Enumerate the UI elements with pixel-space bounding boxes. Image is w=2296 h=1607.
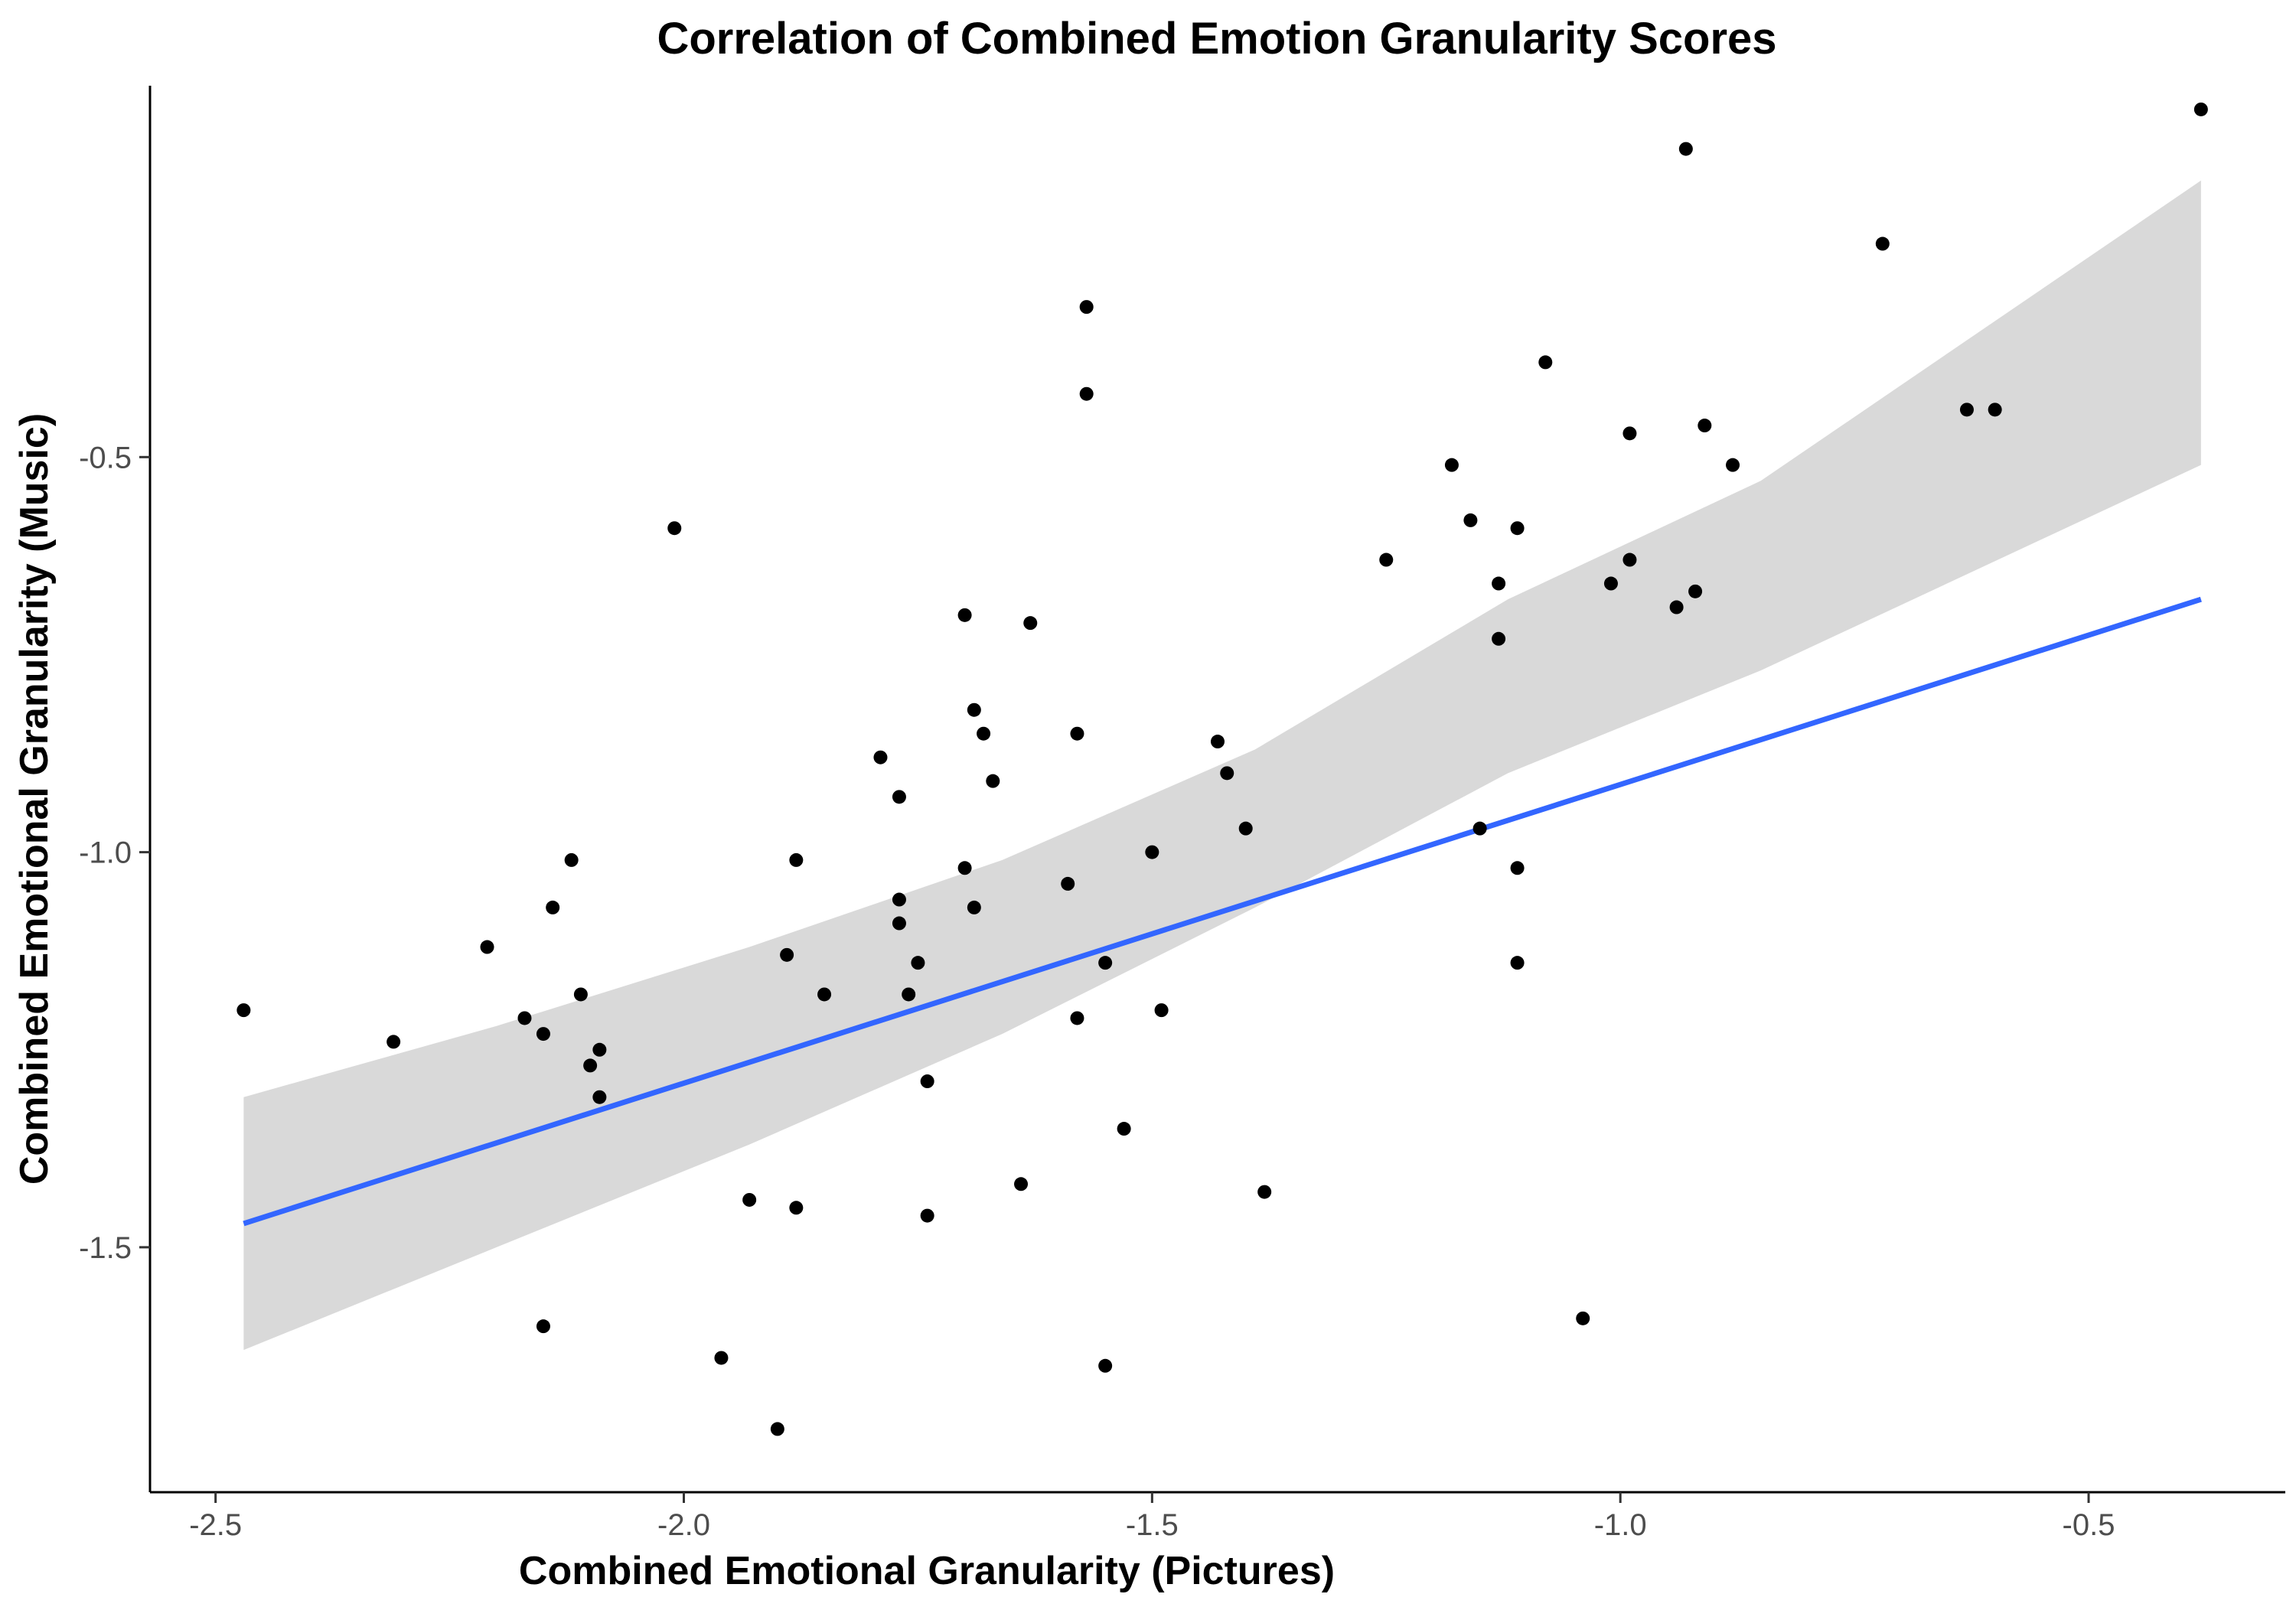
data-point [1492, 576, 1506, 591]
data-point [592, 1090, 607, 1104]
data-point [546, 900, 560, 914]
data-point [892, 916, 906, 931]
data-point [920, 1074, 934, 1089]
data-point [1726, 458, 1740, 472]
data-point [667, 521, 682, 536]
data-point [1988, 403, 2002, 417]
data-points-layer [236, 102, 2208, 1436]
data-point [1678, 142, 1693, 156]
data-point [780, 947, 794, 962]
data-point [2193, 102, 2208, 116]
data-point [1510, 956, 1525, 970]
data-point [1875, 236, 1890, 251]
x-tick-label: -2.5 [189, 1508, 242, 1542]
data-point [920, 1208, 934, 1223]
data-point [536, 1027, 550, 1041]
fit-line [243, 596, 2202, 1227]
data-point [789, 852, 804, 867]
data-point [1154, 1003, 1169, 1018]
data-point [967, 900, 981, 914]
data-point [480, 940, 494, 954]
data-point [1473, 821, 1487, 836]
data-point [1463, 513, 1478, 527]
data-point [1145, 845, 1159, 859]
data-point [1023, 616, 1038, 631]
data-point [1257, 1185, 1272, 1199]
data-point [236, 1003, 251, 1018]
data-point [1098, 1358, 1113, 1373]
data-point [592, 1042, 607, 1057]
data-point [1688, 584, 1703, 598]
data-point [1098, 956, 1113, 970]
data-point [1444, 458, 1459, 472]
data-point [977, 726, 991, 741]
x-tick-label: -1.5 [1126, 1508, 1179, 1542]
data-point [1510, 521, 1525, 536]
data-point [1669, 600, 1684, 614]
data-point [1623, 553, 1637, 567]
axes-layer: -2.5 -2.0 -1.5 -1.0 -0.5 -1.5 -1.0 -0.5 [79, 86, 2285, 1542]
data-point [1238, 821, 1253, 836]
data-point [902, 987, 916, 1002]
data-point [892, 790, 906, 804]
fit-line-layer [243, 596, 2202, 1227]
chart-title: Correlation of Combined Emotion Granular… [657, 14, 1776, 64]
data-point [817, 987, 832, 1002]
data-point [1623, 426, 1637, 441]
data-point [957, 608, 972, 622]
data-point [911, 956, 925, 970]
x-tick-label: -2.0 [657, 1508, 710, 1542]
data-point [1070, 1011, 1084, 1025]
confidence-band-layer [243, 180, 2201, 1351]
data-point [714, 1351, 729, 1365]
data-point [1014, 1177, 1029, 1191]
data-point [967, 702, 981, 717]
data-point [986, 774, 1000, 788]
data-point [1603, 576, 1618, 591]
x-axis-title: Combined Emotional Granularity (Pictures… [519, 1549, 1335, 1593]
data-point [957, 861, 972, 875]
data-point [564, 852, 579, 867]
y-tick-label: -1.5 [79, 1231, 132, 1265]
data-point [873, 750, 888, 764]
data-point [1220, 766, 1234, 781]
data-point [1510, 861, 1525, 875]
data-point [1061, 876, 1075, 891]
x-tick-label: -0.5 [2063, 1508, 2115, 1542]
data-point [1576, 1311, 1590, 1325]
y-tick-label: -1.0 [79, 836, 132, 870]
x-tick-label: -1.0 [1594, 1508, 1647, 1542]
data-point [789, 1201, 804, 1215]
confidence-band [243, 180, 2201, 1351]
data-point [892, 892, 906, 907]
data-point [1079, 386, 1094, 401]
data-point [770, 1422, 784, 1436]
data-point [1070, 726, 1084, 741]
data-point [517, 1011, 532, 1025]
data-point [1959, 403, 1974, 417]
data-point [1211, 735, 1225, 749]
data-point [1379, 553, 1394, 567]
data-point [583, 1058, 598, 1073]
y-axis-title: Combined Emotional Granularity (Music) [12, 413, 57, 1185]
data-point [573, 987, 588, 1002]
data-point [1117, 1122, 1131, 1136]
y-tick-label: -0.5 [79, 441, 132, 474]
data-point [386, 1035, 401, 1049]
data-point [1079, 300, 1094, 315]
data-point [1538, 355, 1553, 370]
data-point [742, 1192, 757, 1207]
data-point [536, 1319, 550, 1334]
data-point [1492, 631, 1506, 646]
data-point [1698, 419, 1712, 433]
